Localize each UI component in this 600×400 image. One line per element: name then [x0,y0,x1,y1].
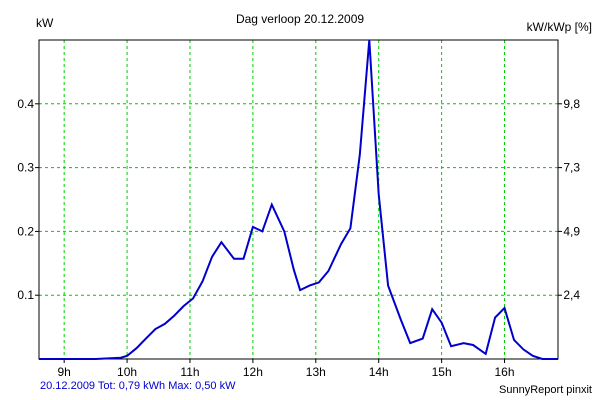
plot-frame [38,39,559,360]
x-tick-label: 15h [432,365,452,379]
y2-axis-label: kW/kWp [%] [526,20,592,34]
y2-tick-label: 2,4 [563,288,580,302]
power-series-line [39,39,558,360]
tick-layer: 9h 10h 11h 12h 13h 14h 15h 16h 0.1 2,4 0.2 4,9 0.3 7,… [17,97,580,379]
brand-footer: SunnyReport pinxit [499,384,592,396]
x-tick-label: 14h [369,365,389,379]
x-tick-label: 10h [117,365,137,379]
y-tick-label: 0.3 [17,161,34,175]
x-tick-label: 16h [495,365,515,379]
x-tick-label: 12h [243,365,263,379]
y-tick-label: 0.4 [17,97,34,111]
chart-title: Dag verloop 20.12.2009 [235,12,365,26]
x-tick-label: 11h [180,365,199,379]
y-tick-label: 0.1 [17,288,34,302]
y-axis-label: kW [36,16,54,30]
y-tick-label: 0.2 [17,224,34,238]
x-tick-label: 13h [306,365,326,379]
summary-footer: 20.12.2009 Tot: 0,79 kWh Max: 0,50 kW [40,380,236,392]
y2-tick-label: 9,8 [563,97,580,111]
y2-tick-label: 4,9 [563,224,580,238]
x-tick-label: 9h [57,365,70,379]
grid-layer [39,40,558,359]
y2-tick-label: 7,3 [563,161,580,175]
